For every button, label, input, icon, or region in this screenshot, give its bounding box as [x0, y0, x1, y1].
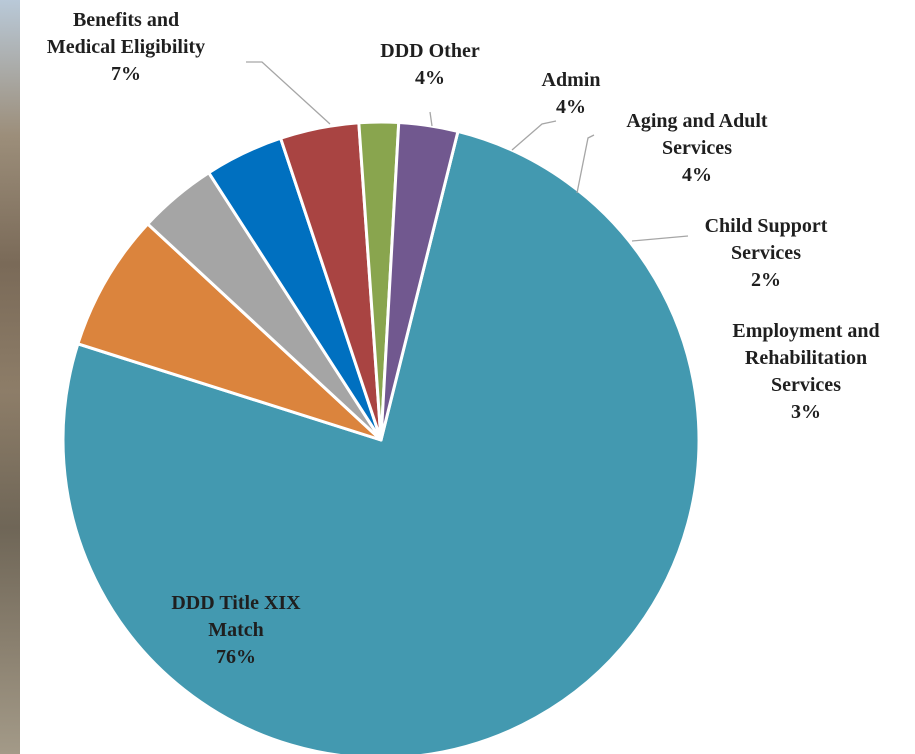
slice-name-label-employment-and-rehabilitation-services: Employment and [732, 320, 879, 342]
leader-line-child-support-services [631, 235, 689, 242]
slice-name-label-child-support-services: Services [731, 242, 801, 264]
slice-value-label-child-support-services: 2% [751, 269, 781, 291]
pie-slices [61, 120, 701, 754]
slice-name-label-ddd-title-xix-match: DDD Title XIX [171, 592, 301, 614]
slice-name-label-child-support-services: Child Support [705, 215, 828, 237]
leader-line-aging-and-adult-services [576, 134, 595, 194]
pie-slice-ddd-title-xix-match [61, 129, 701, 754]
slice-name-label-ddd-title-xix-match: Match [208, 619, 264, 641]
slice-value-label-employment-and-rehabilitation-services: 3% [791, 401, 821, 423]
slice-name-label-aging-and-adult-services: Services [662, 137, 732, 159]
slice-value-label-ddd-other: 4% [415, 67, 445, 89]
pie-slice-employment-and-rehabilitation-services [379, 121, 460, 442]
leader-line-ddd-other [429, 111, 433, 127]
background-photo-strip [0, 0, 20, 754]
leader-lines [246, 61, 689, 242]
pie-slice-benefits-and-medical-eligibility [76, 222, 383, 442]
slice-name-label-employment-and-rehabilitation-services: Services [771, 374, 841, 396]
slice-name-label-aging-and-adult-services: Aging and Adult [626, 110, 768, 132]
slice-name-label-admin: Admin [542, 69, 601, 91]
slice-value-label-aging-and-adult-services: 4% [682, 164, 712, 186]
slice-value-label-benefits-and-medical-eligibility: 7% [111, 63, 141, 85]
leader-line-benefits-and-medical-eligibility [246, 61, 331, 125]
slice-labels: DDD Title XIX Match 76% Benefits and Medical… [47, 9, 880, 668]
slice-name-label-benefits-and-medical-eligibility: Medical Eligibility [47, 36, 205, 58]
slice-value-label-ddd-title-xix-match: 76% [216, 646, 256, 668]
leader-line-admin [511, 120, 557, 151]
slice-value-label-admin: 4% [556, 96, 586, 118]
slice-name-label-ddd-other: DDD Other [380, 40, 480, 62]
slice-name-label-benefits-and-medical-eligibility: Benefits and [73, 9, 179, 31]
slice-name-label-employment-and-rehabilitation-services: Rehabilitation [745, 347, 867, 369]
